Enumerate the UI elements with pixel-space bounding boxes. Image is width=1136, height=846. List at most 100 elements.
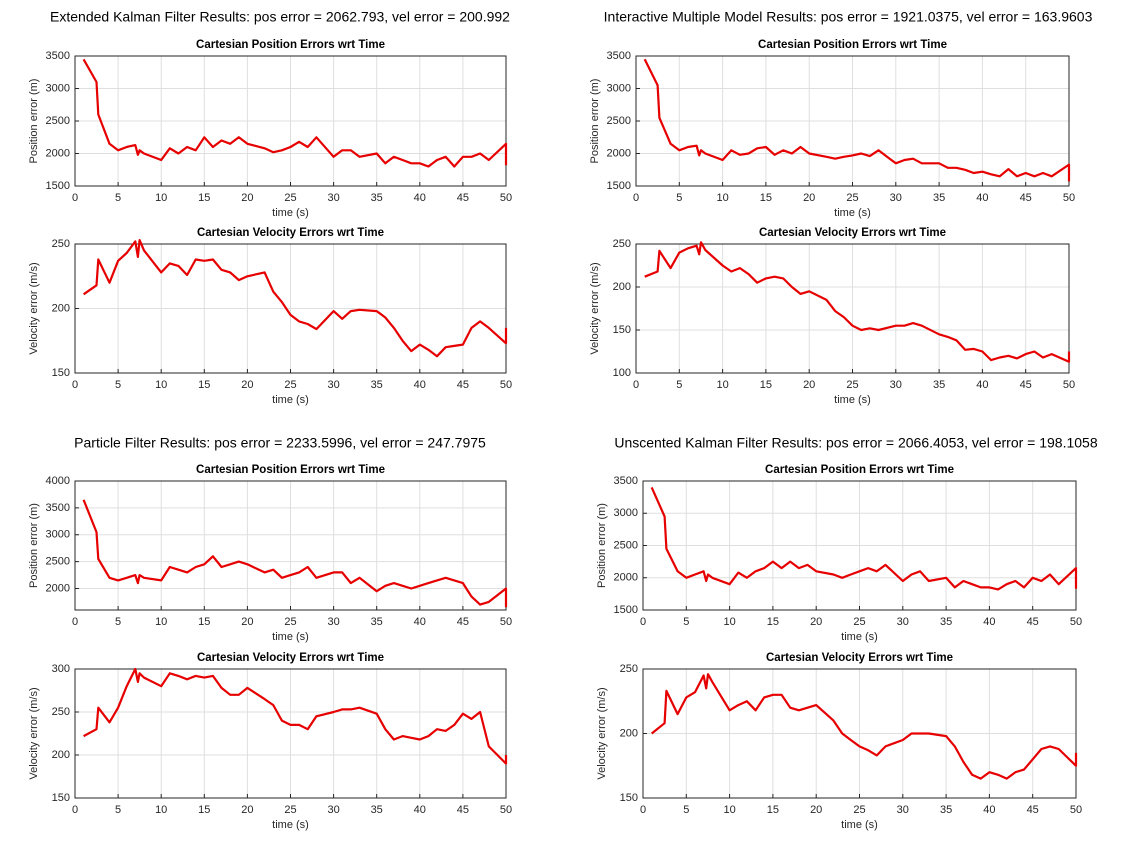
- chart-title: Cartesian Position Errors wrt Time: [758, 39, 947, 51]
- x-tick-label: 50: [1070, 616, 1082, 628]
- x-tick-label: 30: [890, 192, 902, 204]
- x-tick-label: 45: [457, 379, 469, 391]
- x-tick-label: 20: [241, 379, 253, 391]
- x-tick-label: 25: [284, 804, 296, 816]
- x-tick-label: 35: [371, 192, 383, 204]
- y-tick-label: 4000: [46, 475, 70, 487]
- x-tick-label: 15: [198, 379, 210, 391]
- x-tick-label: 20: [803, 192, 815, 204]
- x-axis-label: time (s): [841, 631, 878, 643]
- x-axis-label: time (s): [272, 394, 309, 406]
- y-tick-label: 200: [620, 727, 638, 739]
- x-tick-label: 10: [155, 192, 167, 204]
- data-line: [82, 58, 508, 168]
- x-tick-label: 20: [241, 192, 253, 204]
- y-tick-label: 150: [620, 792, 638, 804]
- x-tick-label: 35: [933, 379, 945, 391]
- x-tick-label: 15: [198, 804, 210, 816]
- chart-title: Cartesian Velocity Errors wrt Time: [197, 227, 384, 239]
- y-tick-label: 100: [613, 367, 631, 379]
- y-tick-label: 150: [52, 367, 70, 379]
- x-tick-label: 30: [890, 379, 902, 391]
- x-tick-label: 45: [1020, 192, 1032, 204]
- x-tick-label: 5: [115, 616, 121, 628]
- x-tick-label: 25: [853, 616, 865, 628]
- x-tick-label: 5: [676, 192, 682, 204]
- x-tick-label: 25: [284, 192, 296, 204]
- chart-title: Cartesian Velocity Errors wrt Time: [766, 652, 953, 664]
- axes-box: [642, 480, 1077, 611]
- x-tick-label: 0: [633, 192, 639, 204]
- data-line: [82, 239, 508, 358]
- x-axis-label: time (s): [834, 207, 871, 219]
- y-tick-label: 150: [52, 792, 70, 804]
- x-tick-label: 30: [897, 616, 909, 628]
- x-tick-label: 50: [500, 616, 512, 628]
- y-tick-label: 2500: [46, 556, 70, 568]
- x-axis-label: time (s): [272, 819, 309, 831]
- data-line: [650, 486, 1078, 591]
- x-tick-label: 5: [115, 804, 121, 816]
- y-tick-label: 2000: [46, 147, 70, 159]
- x-tick-label: 15: [198, 616, 210, 628]
- y-tick-label: 3000: [607, 82, 631, 94]
- y-tick-label: 250: [620, 663, 638, 675]
- y-tick-label: 3000: [614, 507, 638, 519]
- x-axis-label: time (s): [272, 631, 309, 643]
- x-tick-label: 10: [155, 616, 167, 628]
- y-axis-label: Velocity error (m/s): [596, 687, 608, 779]
- axes-box: [74, 480, 507, 611]
- y-tick-label: 250: [52, 706, 70, 718]
- y-tick-label: 3500: [614, 475, 638, 487]
- y-axis-label: Position error (m): [589, 79, 601, 164]
- x-tick-label: 40: [976, 192, 988, 204]
- y-tick-label: 3000: [46, 529, 70, 541]
- x-tick-label: 30: [327, 192, 339, 204]
- x-tick-label: 35: [940, 804, 952, 816]
- x-tick-label: 0: [72, 804, 78, 816]
- x-tick-label: 40: [976, 379, 988, 391]
- y-tick-label: 2000: [46, 582, 70, 594]
- axes-box: [74, 55, 507, 187]
- x-tick-label: 0: [72, 616, 78, 628]
- chart-title: Cartesian Velocity Errors wrt Time: [759, 227, 946, 239]
- x-tick-label: 25: [846, 379, 858, 391]
- panel-title: Interactive Multiple Model Results: pos …: [604, 9, 1093, 25]
- x-tick-label: 30: [327, 616, 339, 628]
- y-axis-label: Position error (m): [596, 503, 608, 588]
- chart-title: Cartesian Position Errors wrt Time: [196, 39, 385, 51]
- y-tick-label: 250: [613, 238, 631, 250]
- x-tick-label: 5: [115, 379, 121, 391]
- x-tick-label: 25: [853, 804, 865, 816]
- x-tick-label: 5: [683, 804, 689, 816]
- y-tick-label: 1500: [46, 180, 70, 192]
- x-tick-label: 50: [1063, 379, 1075, 391]
- x-tick-label: 30: [897, 804, 909, 816]
- panel-title: Unscented Kalman Filter Results: pos err…: [614, 435, 1097, 451]
- x-tick-label: 10: [723, 804, 735, 816]
- x-tick-label: 40: [983, 804, 995, 816]
- x-tick-label: 35: [371, 616, 383, 628]
- x-tick-label: 35: [371, 379, 383, 391]
- x-tick-label: 35: [371, 804, 383, 816]
- x-tick-label: 5: [115, 192, 121, 204]
- chart-title: Cartesian Position Errors wrt Time: [196, 464, 385, 476]
- y-tick-label: 2500: [46, 115, 70, 127]
- y-axis-label: Velocity error (m/s): [28, 687, 40, 779]
- x-tick-label: 0: [72, 192, 78, 204]
- y-tick-label: 150: [613, 324, 631, 336]
- x-tick-label: 30: [327, 379, 339, 391]
- x-tick-label: 45: [457, 804, 469, 816]
- data-line: [644, 241, 1071, 363]
- x-axis-label: time (s): [272, 207, 309, 219]
- y-tick-label: 2500: [614, 539, 638, 551]
- data-line: [643, 58, 1071, 182]
- y-tick-label: 3000: [46, 82, 70, 94]
- data-line: [651, 673, 1078, 780]
- axes-box: [74, 668, 507, 799]
- x-tick-label: 15: [767, 616, 779, 628]
- x-tick-label: 20: [241, 804, 253, 816]
- x-tick-label: 50: [1063, 192, 1075, 204]
- x-tick-label: 40: [414, 804, 426, 816]
- x-tick-label: 0: [640, 616, 646, 628]
